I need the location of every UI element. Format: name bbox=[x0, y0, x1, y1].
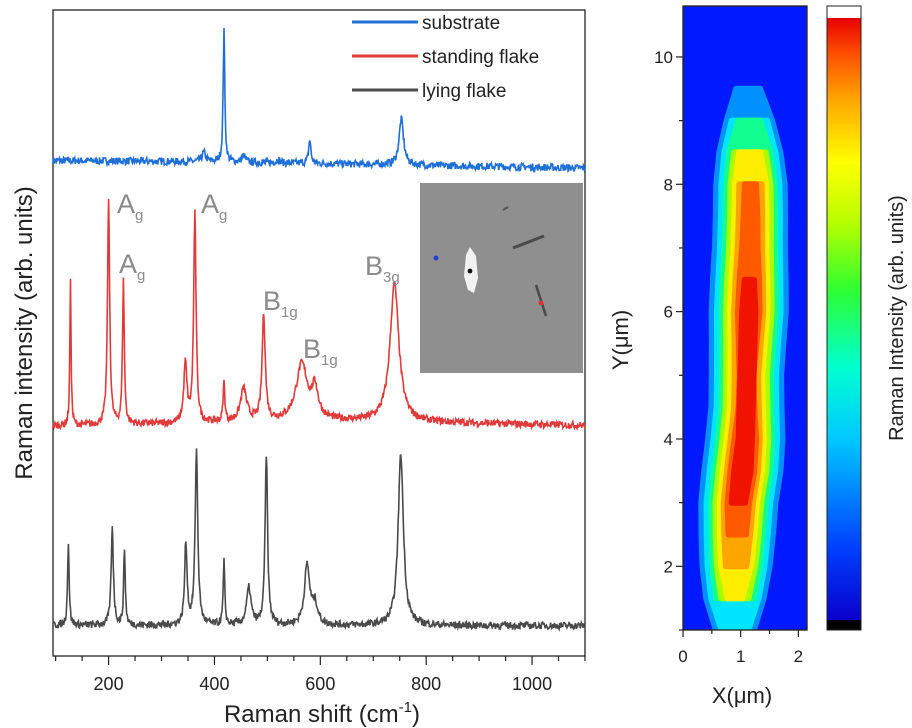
colorbar bbox=[826, 5, 862, 631]
peak-label-b1g-493: B1g bbox=[263, 286, 298, 321]
peak-label-ag-228: Ag bbox=[119, 249, 145, 284]
spectra-x-tick-label: 400 bbox=[199, 674, 229, 694]
colorbar-top-white bbox=[827, 6, 861, 18]
peak-label-ag-200: Ag bbox=[117, 189, 143, 224]
inset-speck bbox=[502, 206, 509, 211]
inset-marker-standing-flake bbox=[467, 268, 473, 274]
peak-annotations: Ag Ag Ag B1g B1g B3g bbox=[117, 189, 400, 369]
spectra-y-axis-label: Raman intensity (arb. units) bbox=[11, 186, 38, 479]
spectrum-line-2 bbox=[52, 448, 586, 632]
legend-label-lying-flake: lying flake bbox=[422, 81, 507, 102]
map-x-ticks: 0 1 2 bbox=[678, 630, 803, 666]
inset-marker-lying-flake bbox=[538, 300, 544, 306]
colorbar-frame bbox=[826, 5, 862, 631]
spectra-x-ticks: 200 400 600 800 1000 bbox=[55, 656, 586, 694]
spectra-panel: 200 400 600 800 1000 substrate standing flak… bbox=[11, 9, 586, 728]
map-y-tick-label: 6 bbox=[664, 303, 673, 322]
map-y-tick-label: 4 bbox=[664, 430, 673, 449]
inset-flake-lying-1 bbox=[512, 234, 545, 250]
spectra-axes-frame bbox=[52, 9, 586, 657]
spectra-x-tick-label: 800 bbox=[411, 674, 441, 694]
spectrum-line-0 bbox=[52, 27, 586, 174]
map-y-axis-label: Y(μm) bbox=[608, 310, 633, 370]
legend-label-substrate: substrate bbox=[422, 13, 500, 34]
colorbar-bottom-black bbox=[827, 620, 861, 630]
microscope-inset bbox=[420, 183, 583, 373]
peak-label-b3g-740: B3g bbox=[365, 251, 400, 286]
map-x-tick-label: 1 bbox=[736, 647, 745, 666]
map-y-tick-label: 10 bbox=[654, 48, 673, 67]
map-axes-frame bbox=[682, 5, 808, 631]
inset-flake-lying-2 bbox=[534, 284, 548, 317]
legend-label-standing-flake: standing flake bbox=[422, 47, 539, 68]
peak-label-ag-363: Ag bbox=[201, 189, 227, 224]
map-y-ticks: 2 4 6 8 10 bbox=[654, 48, 683, 631]
spectra-lines bbox=[52, 27, 586, 632]
map-x-axis-label: X(μm) bbox=[712, 683, 772, 708]
map-y-tick-label: 2 bbox=[664, 557, 673, 576]
inset-image-background bbox=[420, 183, 583, 373]
map-y-tick-label: 8 bbox=[664, 175, 673, 194]
colorbar-fill bbox=[827, 18, 861, 620]
map-contour-level-7 bbox=[728, 276, 759, 506]
peak-label-b1g-565: B1g bbox=[303, 334, 338, 369]
raman-map-panel: 0 1 2 2 4 6 8 10 Y(μm) X(μm) Raman Intensity (… bbox=[608, 5, 908, 708]
spectra-x-tick-label: 1000 bbox=[512, 674, 552, 694]
inset-marker-substrate bbox=[433, 255, 439, 261]
map-x-tick-label: 2 bbox=[794, 647, 803, 666]
raman-map-heatmap bbox=[683, 6, 807, 630]
spectra-legend: substrate standing flake lying flake bbox=[352, 13, 539, 102]
spectra-x-tick-label: 200 bbox=[94, 674, 124, 694]
colorbar-label: Raman Intensity (arb. units) bbox=[886, 195, 908, 441]
spectra-x-axis-label: Raman shift (cm-1) bbox=[224, 699, 420, 728]
spectrum-line-1 bbox=[52, 198, 586, 431]
map-x-tick-label: 0 bbox=[678, 647, 687, 666]
spectra-x-tick-label: 600 bbox=[305, 674, 335, 694]
